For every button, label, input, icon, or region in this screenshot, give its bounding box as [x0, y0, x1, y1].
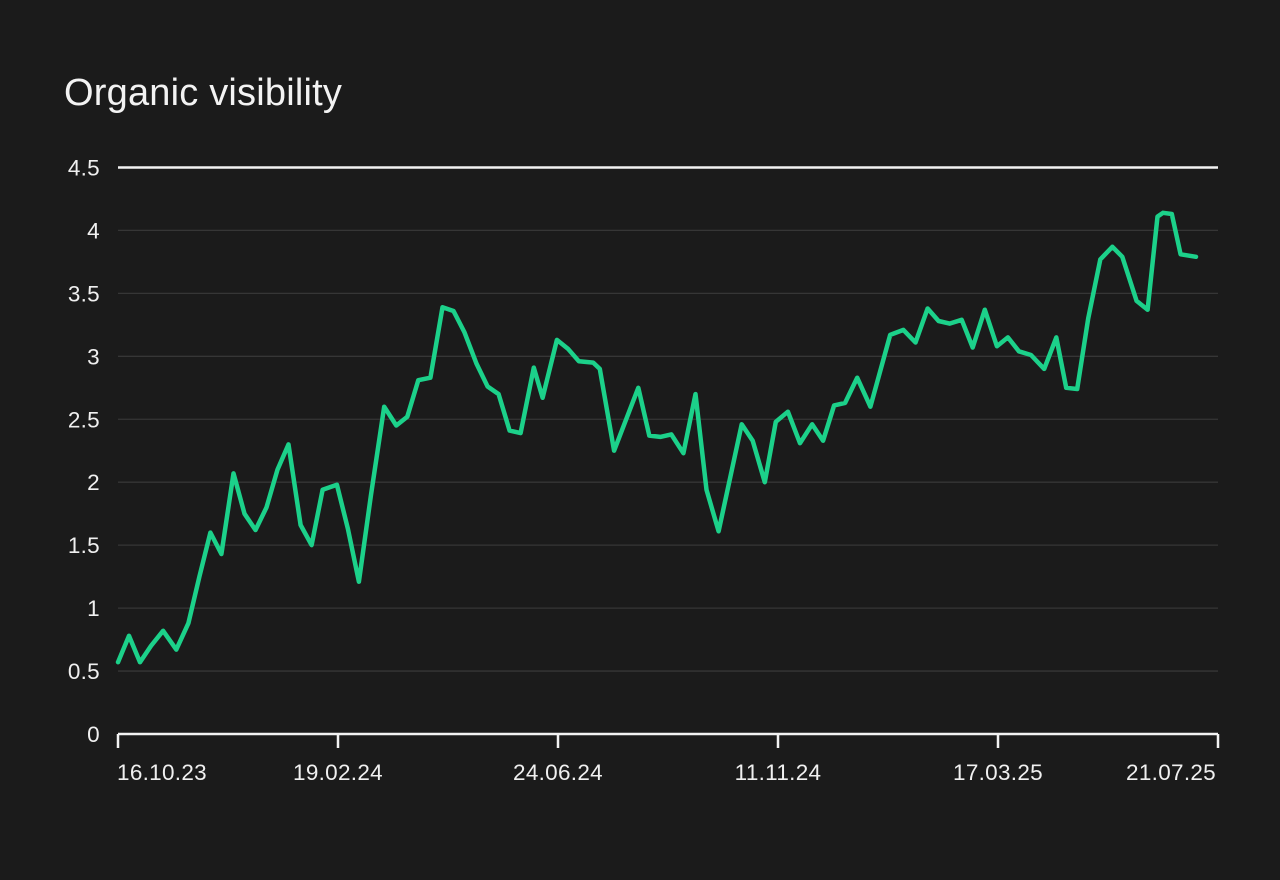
- y-tick-label: 3: [87, 344, 100, 369]
- y-tick-label: 0: [87, 722, 100, 747]
- y-tick-label: 0.5: [68, 659, 100, 684]
- y-axis-labels-group: 0 0.5 1 1.5 2 2.5 3 3.5 4 4.5: [68, 155, 100, 747]
- x-axis-group: [116, 732, 1220, 748]
- y-tick-label: 3.5: [68, 281, 100, 306]
- y-tick-label: 4: [87, 218, 100, 243]
- x-tick-label: 21.07.25: [1126, 760, 1216, 785]
- series-group: [115, 210, 1199, 665]
- y-tick-label: 2.5: [68, 407, 100, 432]
- x-tick-label: 17.03.25: [953, 760, 1043, 785]
- chart-title: Organic visibility: [64, 72, 343, 114]
- y-tick-label: 2: [87, 470, 100, 495]
- x-axis-labels-group: 16.10.23 19.02.24 24.06.24 11.11.24 17.03.25…: [117, 760, 1216, 785]
- x-tick-label: 24.06.24: [513, 760, 603, 785]
- y-tick-label: 4.5: [68, 155, 100, 180]
- visibility-line: [115, 210, 1199, 665]
- gridlines-group: [118, 166, 1218, 672]
- x-tick-label: 19.02.24: [293, 760, 383, 785]
- x-tick-label: 11.11.24: [735, 760, 822, 785]
- y-tick-label: 1: [87, 596, 100, 621]
- y-tick-label: 1.5: [68, 533, 100, 558]
- x-tick-label: 16.10.23: [117, 760, 207, 785]
